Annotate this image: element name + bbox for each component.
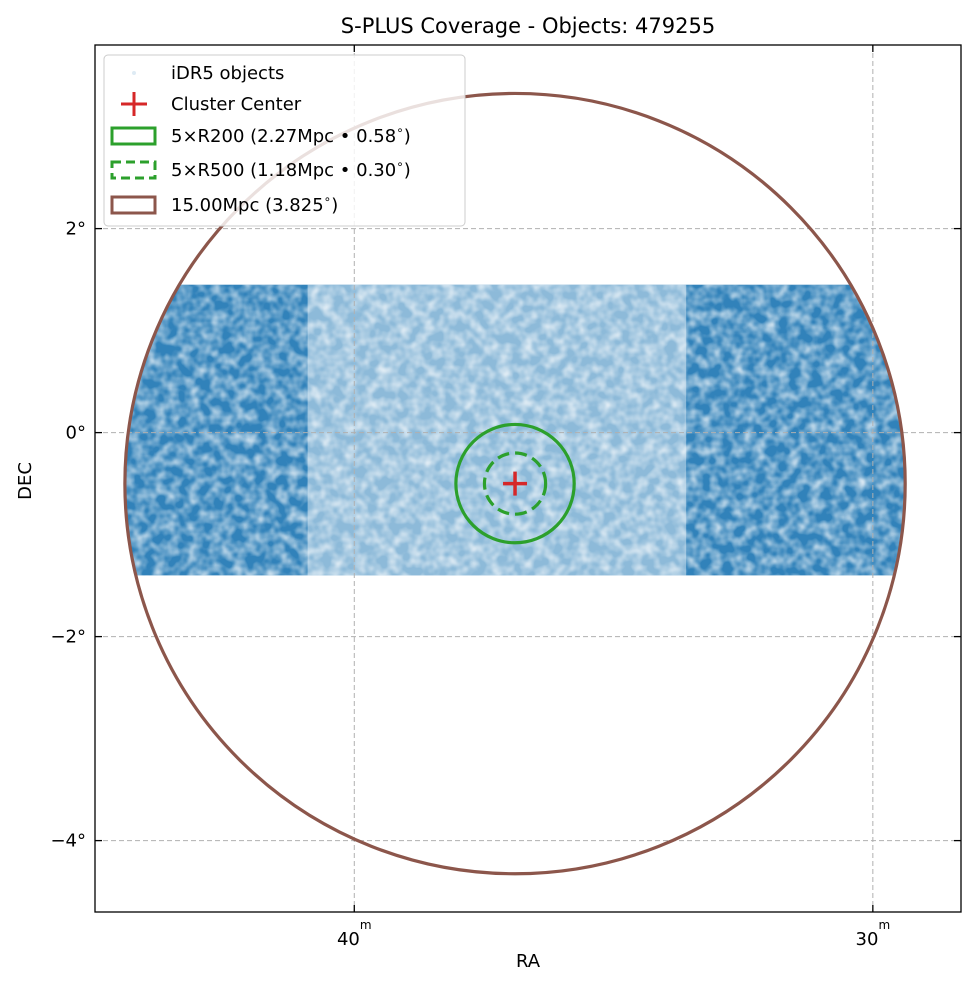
plot-area xyxy=(95,45,961,912)
legend-box xyxy=(103,54,466,227)
legend-swatch-points xyxy=(132,71,136,75)
legend-entry: Cluster Center xyxy=(121,92,302,116)
legend-entry: 5×R500 (1.18Mpc • 0.30∘) xyxy=(110,157,411,181)
circle-1500mpc xyxy=(123,91,907,876)
chart-title: S-PLUS Coverage - Objects: 479255 xyxy=(341,14,715,38)
legend-entry: iDR5 objects xyxy=(132,63,284,84)
coverage-region xyxy=(124,284,906,576)
legend-entry: 15.00Mpc (3.825∘) xyxy=(110,192,338,216)
y-axis-label: DEC xyxy=(15,462,36,500)
radius-circles xyxy=(123,91,907,876)
axes-frame xyxy=(94,44,962,913)
legend-entry: 5×R200 (2.27Mpc • 0.58∘) xyxy=(110,123,411,147)
x-axis-label: RA xyxy=(516,951,541,972)
cluster-center-marker xyxy=(503,471,528,496)
x-tick-label: 40m xyxy=(337,918,372,950)
legend-swatch-rect xyxy=(110,126,157,146)
legend-swatch-rect xyxy=(110,195,157,215)
circle-5r500 xyxy=(482,451,548,516)
legend-swatch-rect xyxy=(110,160,157,180)
coverage-band xyxy=(124,284,906,576)
y-tick-label: −2° xyxy=(50,627,86,648)
y-tick-label: −4° xyxy=(50,831,86,852)
legend-label: 5×R500 (1.18Mpc • 0.30∘) xyxy=(171,157,411,181)
y-tick-label: 2° xyxy=(66,219,86,240)
x-tick-label: 30m xyxy=(856,918,891,950)
y-ticks: 2° 0° −2° −4° xyxy=(50,219,961,852)
grid xyxy=(95,45,961,912)
legend: iDR5 objects Cluster Center 5×R200 (2.27Mp… xyxy=(103,54,466,227)
circle-5r200 xyxy=(454,422,576,545)
x-ticks: 1h50m40m30m xyxy=(337,45,891,950)
legend-label: 15.00Mpc (3.825∘) xyxy=(171,192,338,216)
coverage-texture xyxy=(124,284,906,576)
legend-label: iDR5 objects xyxy=(171,63,284,84)
y-tick-label: 0° xyxy=(66,423,86,444)
legend-label: 5×R200 (2.27Mpc • 0.58∘) xyxy=(171,123,411,147)
legend-label: Cluster Center xyxy=(171,94,302,115)
